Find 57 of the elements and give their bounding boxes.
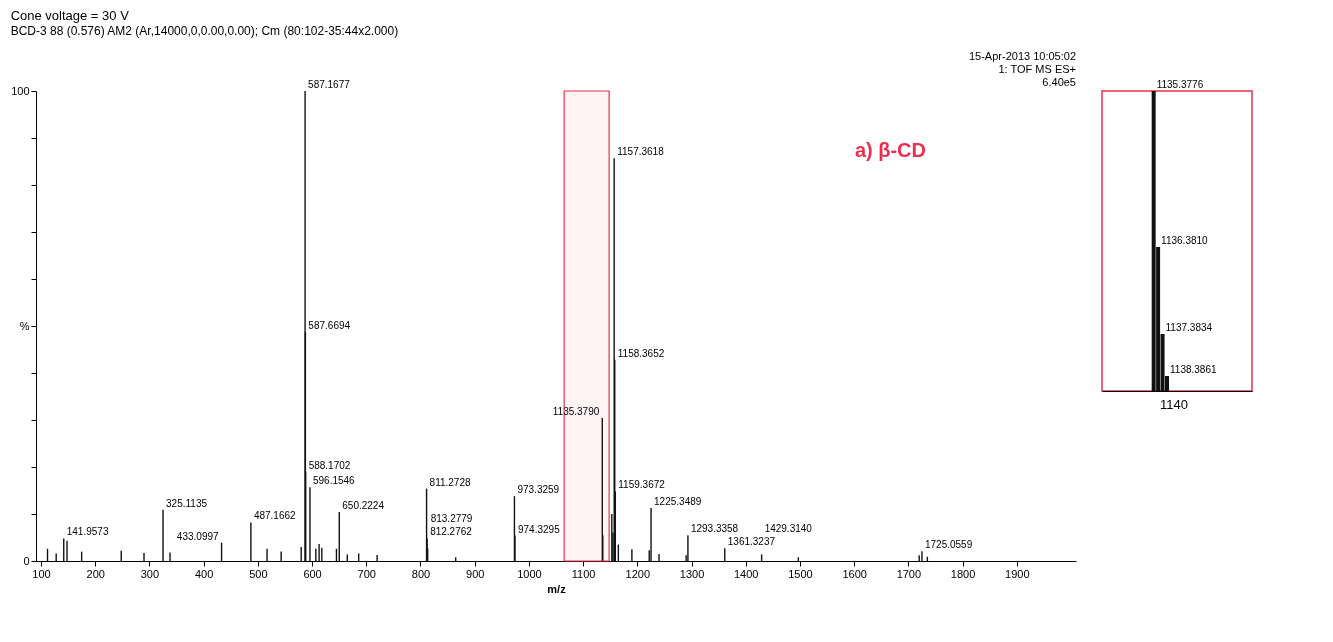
annotation: 1158.3652 bbox=[617, 347, 665, 359]
x-tick-label: 1700 bbox=[896, 567, 922, 580]
annotation: 1137.3834 bbox=[1165, 322, 1213, 333]
y-tick-label: 0 bbox=[23, 554, 30, 567]
x-tick-label: 1800 bbox=[950, 567, 976, 580]
annotation: 650.2224 bbox=[342, 500, 385, 512]
x-tick-label: 300 bbox=[140, 567, 160, 580]
chart-subtitle: BCD-3 88 (0.576) AM2 (Ar,14000,0,0.00,0.00); Cm (80:102-35:44x2.000) bbox=[10, 24, 399, 38]
annotation: 588.1702 bbox=[308, 459, 351, 471]
x-tick-label: 1100 bbox=[571, 567, 596, 580]
annotation: 487.1662 bbox=[253, 510, 297, 522]
annotation: 596.1546 bbox=[312, 475, 356, 487]
annotation: 587.6694 bbox=[308, 320, 351, 332]
y-tick-label: % bbox=[19, 319, 30, 332]
annotation: 433.0997 bbox=[176, 530, 219, 542]
x-tick-label: 800 bbox=[411, 567, 431, 580]
annotation: 812.2762 bbox=[430, 526, 473, 538]
x-tick-label: 900 bbox=[466, 567, 485, 580]
x-tick-label: 600 bbox=[303, 567, 322, 580]
chart-title: Cone voltage = 30 V bbox=[10, 8, 130, 23]
annotation: 1361.3237 bbox=[727, 536, 776, 548]
annotation: 1225.3489 bbox=[654, 495, 702, 507]
annotation: 1159.3672 bbox=[618, 479, 666, 491]
x-tick-label: 1900 bbox=[1005, 567, 1030, 580]
x-tick-label: 1200 bbox=[625, 567, 651, 580]
text: 1138.3861 bbox=[1170, 364, 1217, 375]
x-tick-label: 1000 bbox=[517, 567, 542, 580]
text: 6.40e5 bbox=[1042, 76, 1076, 88]
x-tick-label: 100 bbox=[32, 567, 51, 580]
x-tick-label: 700 bbox=[357, 567, 376, 580]
annotation: 1429.3140 bbox=[764, 523, 813, 535]
text: 1140 bbox=[1160, 397, 1188, 412]
annotation: 1157.3618 bbox=[617, 146, 665, 158]
x-axis-title: m/z bbox=[547, 582, 567, 595]
bar bbox=[1151, 91, 1156, 391]
x-tick-label: 200 bbox=[86, 567, 105, 580]
annotation: 141.9573 bbox=[66, 526, 109, 538]
x-tick-label: 500 bbox=[249, 567, 268, 580]
annotation: 587.1677 bbox=[308, 79, 351, 90]
x-tick-label: 400 bbox=[194, 567, 214, 580]
y-tick-label: 100 bbox=[11, 84, 30, 97]
text: 1135.3776 bbox=[1156, 79, 1204, 90]
annotation: 813.2779 bbox=[430, 513, 473, 525]
annotation: 1293.3358 bbox=[690, 523, 739, 535]
x-tick-label: 1600 bbox=[842, 567, 867, 580]
x-tick-label: 1500 bbox=[788, 567, 813, 580]
annotation: a) β-CD bbox=[854, 139, 926, 161]
text: 1: TOF MS ES+ bbox=[998, 63, 1076, 75]
annotation: 973.3259 bbox=[517, 484, 560, 496]
annotation: 811.2728 bbox=[429, 476, 471, 488]
text: 15-Apr-2013 10:05:02 bbox=[968, 50, 1076, 62]
annotation: 1725.0559 bbox=[924, 539, 973, 551]
x-tick-label: 1300 bbox=[679, 567, 705, 580]
annotation: 325.1135 bbox=[166, 497, 208, 509]
annotation: 974.3295 bbox=[517, 523, 561, 535]
annotation: 1136.3810 bbox=[1161, 235, 1209, 246]
x-tick-label: 1400 bbox=[733, 567, 759, 580]
